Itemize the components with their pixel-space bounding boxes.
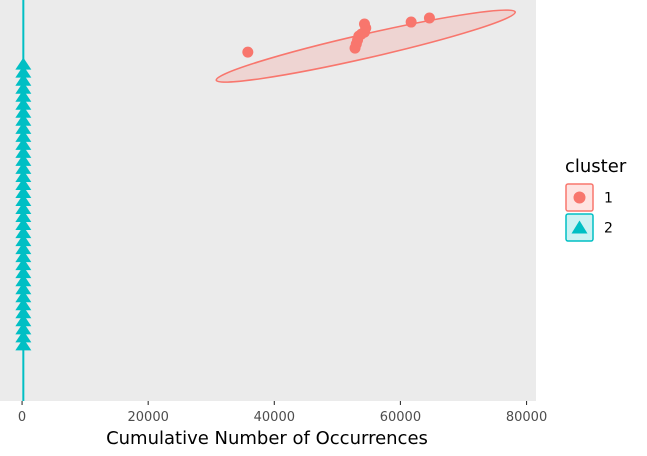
data-point-cluster-2 <box>15 274 32 287</box>
data-point-cluster-2 <box>15 322 32 335</box>
legend-item-2: 2 <box>565 213 613 242</box>
data-point-cluster-2 <box>15 169 32 182</box>
data-point-cluster-1 <box>242 46 254 58</box>
panel-background <box>0 0 536 401</box>
data-point-cluster-2 <box>15 161 32 174</box>
legend-circle-icon <box>573 191 586 204</box>
data-point-cluster-2 <box>15 234 32 247</box>
data-point-cluster-2 <box>15 81 32 94</box>
data-point-cluster-2 <box>15 153 32 166</box>
x-axis: 0 20000 40000 60000 80000 <box>18 401 547 425</box>
data-point-cluster-2 <box>15 314 32 327</box>
x-axis-title: Cumulative Number of Occurrences <box>106 428 428 449</box>
data-point-cluster-1 <box>358 18 370 30</box>
legend-triangle-icon <box>571 220 588 234</box>
data-point-cluster-2 <box>15 129 32 142</box>
data-point-cluster-1 <box>405 16 417 28</box>
data-points <box>15 12 435 351</box>
data-point-cluster-2 <box>15 306 32 319</box>
data-point-cluster-2 <box>15 290 32 303</box>
legend-title: cluster <box>565 156 627 177</box>
data-point-cluster-2 <box>15 113 32 126</box>
data-point-cluster-2 <box>15 266 32 279</box>
x-tick-label: 0 <box>18 410 26 425</box>
data-point-cluster-2 <box>15 258 32 271</box>
data-point-cluster-2 <box>15 89 32 102</box>
data-point-cluster-2 <box>15 194 32 206</box>
x-tick-label: 80000 <box>506 410 547 425</box>
data-point-cluster-2 <box>15 57 32 70</box>
data-point-cluster-2 <box>15 250 32 263</box>
legend: cluster 1 2 <box>565 156 627 242</box>
data-point-cluster-2 <box>15 298 32 311</box>
data-point-cluster-2 <box>15 73 32 86</box>
data-point-cluster-2 <box>15 137 32 150</box>
x-tick-label: 20000 <box>128 410 169 425</box>
data-point-cluster-2 <box>15 65 32 78</box>
x-tick-label: 40000 <box>254 410 295 425</box>
data-point-cluster-2 <box>15 330 32 343</box>
data-point-cluster-2 <box>15 218 32 231</box>
data-point-cluster-1 <box>423 12 435 24</box>
data-point-cluster-2 <box>15 226 32 239</box>
legend-label-2: 2 <box>604 221 613 237</box>
data-point-cluster-2 <box>15 177 32 190</box>
data-point-cluster-2 <box>15 145 32 158</box>
data-point-cluster-2 <box>15 185 32 198</box>
data-point-cluster-2 <box>15 338 32 351</box>
legend-label-1: 1 <box>604 191 613 207</box>
x-tick-label: 60000 <box>380 410 421 425</box>
data-point-cluster-2 <box>15 121 32 134</box>
data-point-cluster-2 <box>15 210 32 223</box>
data-point-cluster-2 <box>15 202 32 215</box>
data-point-cluster-2 <box>15 282 32 295</box>
data-point-cluster-2 <box>15 97 32 110</box>
legend-item-1: 1 <box>565 183 613 212</box>
data-point-cluster-2 <box>15 105 32 118</box>
data-point-cluster-2 <box>15 242 32 255</box>
